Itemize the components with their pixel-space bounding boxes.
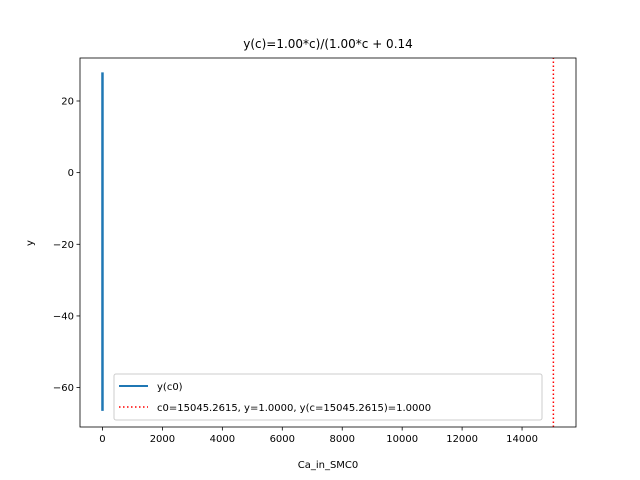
axes-frame [79, 57, 577, 428]
legend-label-1: y(c0) [157, 382, 183, 393]
x-tick-label: 6000 [270, 434, 295, 445]
series-group [101, 58, 555, 427]
legend: y(c0) c0=15045.2615, y=1.0000, y(c=15045.… [113, 373, 543, 421]
y-axis-label: y [25, 240, 36, 246]
x-tick-label: 4000 [210, 434, 235, 445]
axis-ticks: 0 2000 4000 6000 8000 10000 12000 14000 20 0 −20 −4… [53, 96, 538, 445]
legend-box [113, 373, 543, 421]
plot-area [79, 57, 577, 428]
x-axis-label: Ca_in_SMC0 [298, 460, 359, 471]
y-tick-label: 20 [61, 96, 74, 107]
chart-title: y(c)=1.00*c)/(1.00*c + 0.14 [243, 37, 413, 51]
y-tick-label: −60 [53, 383, 74, 394]
x-tick-label: 14000 [506, 434, 538, 445]
x-tick-label: 10000 [386, 434, 418, 445]
x-tick-label: 2000 [150, 434, 175, 445]
x-tick-label: 0 [99, 434, 105, 445]
x-tick-label: 8000 [330, 434, 355, 445]
y-tick-label: −20 [53, 240, 74, 251]
y-tick-label: 0 [68, 168, 74, 179]
y-tick-label: −40 [53, 311, 74, 322]
legend-label-2: c0=15045.2615, y=1.0000, y(c=15045.2615)… [157, 403, 431, 414]
x-tick-label: 12000 [446, 434, 478, 445]
